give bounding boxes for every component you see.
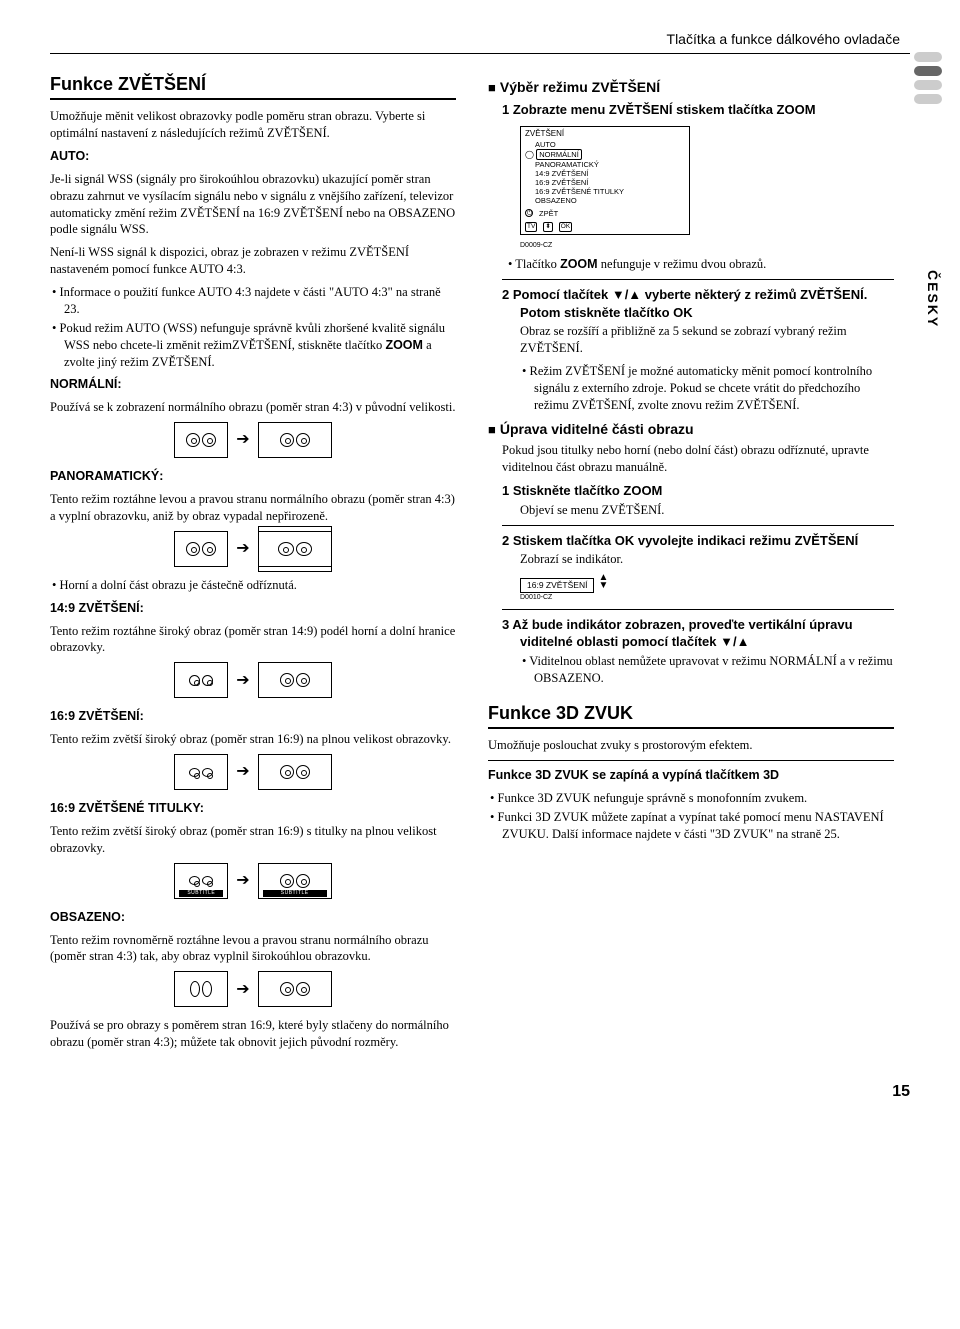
section-title-3d: Funkce 3D ZVUK — [488, 701, 894, 729]
menu-box: ZVĚTŠENÍ AUTO ◯ NORMÁLNÍ PANORAMATICKÝ 1… — [520, 126, 690, 234]
side-tab — [914, 94, 942, 104]
s1-p2: Obraz se rozšíří a přibližně za 5 sekund… — [520, 323, 894, 357]
s3-intro: Umožňuje poslouchat zvuky s prostorovým … — [488, 737, 894, 754]
pano-note: Horní a dolní část obrazu je částečně od… — [64, 577, 456, 594]
auto-label: AUTO: — [50, 149, 89, 163]
diagram-normal: ➔ — [50, 422, 456, 458]
s2-step1-body: Objeví se menu ZVĚTŠENÍ. — [520, 502, 894, 519]
ind-code: D0010-CZ — [520, 593, 894, 602]
page-number: 15 — [50, 1081, 910, 1103]
divider — [488, 760, 894, 761]
section-title-zoom: Funkce ZVĚTŠENÍ — [50, 72, 456, 100]
diagram-obs: ➔ — [50, 971, 456, 1007]
diagram-149: ➔ — [50, 662, 456, 698]
s2-b3: Viditelnou oblast nemůžete upravovat v r… — [534, 653, 894, 687]
obs-label: OBSAZENO: — [50, 910, 125, 924]
step-2-1: 1 Stiskněte tlačítko ZOOM — [502, 482, 894, 500]
s2-step2-body: Zobrazí se indikátor. — [520, 551, 894, 568]
sec2-title: ■Úprava viditelné části obrazu — [488, 420, 894, 439]
left-column: Funkce ZVĚTŠENÍ Umožňuje měnit velikost … — [50, 72, 456, 1057]
divider — [502, 279, 894, 280]
auto-bullet-1: Informace o použití funkce AUTO 4:3 najd… — [64, 284, 456, 318]
s3-b1: Funkce 3D ZVUK nefunguje správně s monof… — [502, 790, 894, 807]
normal-desc: Používá se k zobrazení normálního obrazu… — [50, 399, 456, 416]
s1-note1: Tlačítko ZOOM nefunguje v režimu dvou ob… — [520, 256, 894, 273]
pano-desc: Tento režim roztáhne levou a pravou stra… — [50, 491, 456, 525]
s1-b2: Režim ZVĚTŠENÍ je možné automaticky měni… — [534, 363, 894, 414]
s3-sub: Funkce 3D ZVUK se zapíná a vypíná tlačít… — [488, 767, 894, 784]
diagram-pano: ➔ — [50, 531, 456, 567]
z169t-label: 16:9 ZVĚTŠENÉ TITULKY: — [50, 801, 204, 815]
side-tab-active — [914, 66, 942, 76]
z169-label: 16:9 ZVĚTŠENÍ: — [50, 709, 144, 723]
right-column: ■Výběr režimu ZVĚTŠENÍ 1 Zobrazte menu Z… — [488, 72, 910, 1057]
step-2-3: 3 Až bude indikátor zobrazen, proveďte v… — [502, 616, 894, 651]
header-rule — [50, 53, 910, 54]
auto-desc-2: Není-li WSS signál k dispozici, obraz je… — [50, 244, 456, 278]
obs-desc: Tento režim rovnoměrně roztáhne levou a … — [50, 932, 456, 966]
divider — [502, 609, 894, 610]
z149-label: 14:9 ZVĚTŠENÍ: — [50, 601, 144, 615]
step-2-2: 2 Stiskem tlačítka OK vyvolejte indikaci… — [502, 532, 894, 550]
auto-desc-1: Je-li signál WSS (signály pro širokoúhlo… — [50, 171, 456, 239]
side-tab — [914, 52, 942, 62]
z149-desc: Tento režim roztáhne široký obraz (poměr… — [50, 623, 456, 657]
sec1-title: ■Výběr režimu ZVĚTŠENÍ — [488, 78, 894, 97]
menu-code: D0009-CZ — [520, 241, 894, 250]
s2-intro: Pokud jsou titulky nebo horní (nebo doln… — [502, 442, 894, 476]
s3-b2: Funkci 3D ZVUK můžete zapínat a vypínat … — [502, 809, 894, 843]
diagram-169: ➔ — [50, 754, 456, 790]
step-1-1: 1 Zobrazte menu ZVĚTŠENÍ stiskem tlačítk… — [502, 101, 894, 119]
normal-label: NORMÁLNÍ: — [50, 377, 122, 391]
z169-desc: Tento režim zvětší široký obraz (poměr s… — [50, 731, 456, 748]
side-tab — [914, 80, 942, 90]
intro-text: Umožňuje měnit velikost obrazovky podle … — [50, 108, 456, 142]
auto-bullet-2: Pokud režim AUTO (WSS) nefunguje správně… — [64, 320, 456, 371]
z169t-desc: Tento režim zvětší široký obraz (poměr s… — [50, 823, 456, 857]
side-tabs — [914, 52, 942, 104]
page-header: Tlačítka a funkce dálkového ovladače — [50, 30, 910, 49]
divider — [502, 525, 894, 526]
obs-desc-2: Používá se pro obrazy s poměrem stran 16… — [50, 1017, 456, 1051]
pano-label: PANORAMATICKÝ: — [50, 469, 163, 483]
indicator-box: 16:9 ZVĚTŠENÍ — [520, 578, 594, 593]
step-1-2: 2 Pomocí tlačítek ▼/▲ vyberte některý z … — [502, 286, 894, 321]
language-label: ČESKY — [923, 270, 942, 328]
diagram-169t: SUBTITLE ➔ SUBTITLE — [50, 863, 456, 899]
